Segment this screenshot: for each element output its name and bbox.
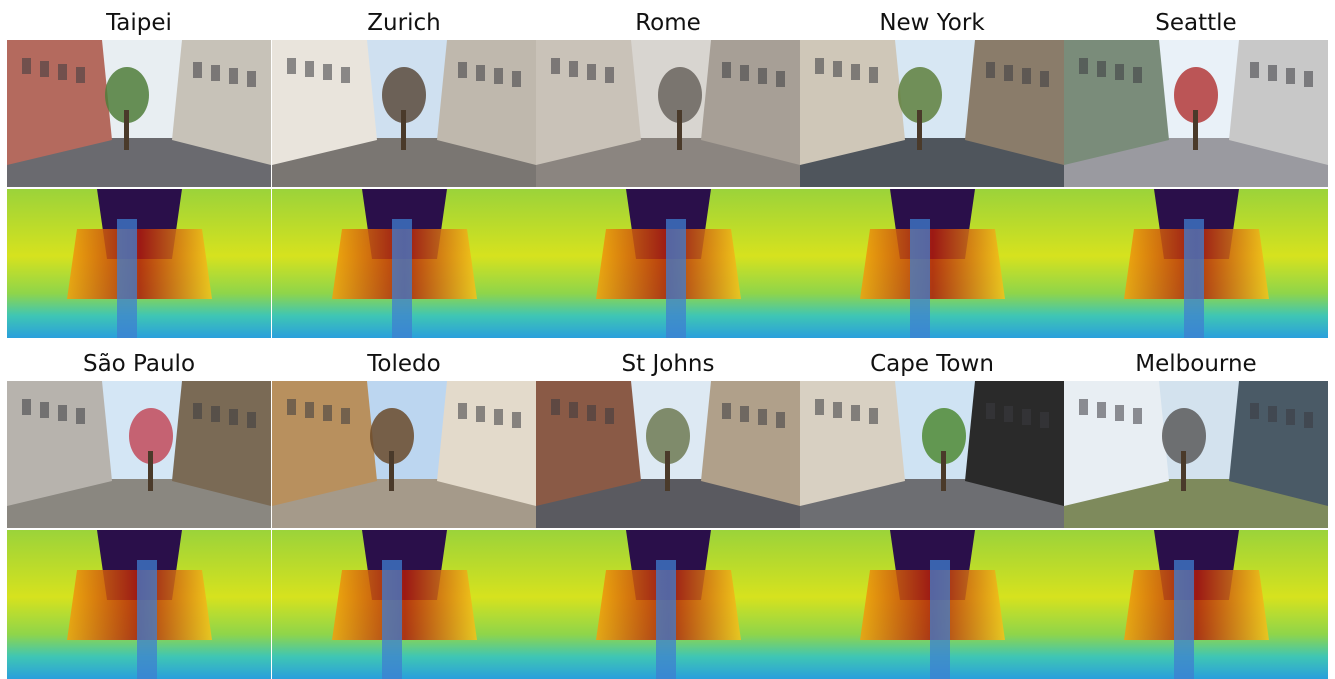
city-label: Zurich (367, 10, 441, 36)
depth-map-image (800, 189, 1064, 338)
city-label: Taipei (106, 10, 172, 36)
city-panel: Toledo (272, 341, 536, 679)
city-panel: New York (800, 0, 1064, 338)
city-label: Cape Town (870, 351, 994, 377)
city-panel: Zurich (272, 0, 536, 338)
city-label: Toledo (367, 351, 441, 377)
city-panel: St Johns (536, 341, 800, 679)
city-panel: Seattle (1064, 0, 1328, 338)
city-panel: Rome (536, 0, 800, 338)
city-label: Seattle (1155, 10, 1237, 36)
street-view-image (272, 381, 536, 528)
depth-map-image (1064, 530, 1328, 679)
depth-map-image (1064, 189, 1328, 338)
street-view-image (800, 40, 1064, 187)
street-view-image (1064, 40, 1328, 187)
city-panel: Taipei (7, 0, 271, 338)
city-label: Rome (635, 10, 701, 36)
city-label: New York (879, 10, 985, 36)
street-view-image (272, 40, 536, 187)
depth-map-image (272, 189, 536, 338)
depth-map-image (536, 530, 800, 679)
street-view-image (1064, 381, 1328, 528)
depth-map-image (7, 530, 271, 679)
city-panel: Cape Town (800, 341, 1064, 679)
city-panel: Melbourne (1064, 341, 1328, 679)
depth-map-image (272, 530, 536, 679)
city-label: São Paulo (82, 351, 196, 377)
street-view-image (536, 40, 800, 187)
street-view-image (7, 381, 271, 528)
depth-map-image (800, 530, 1064, 679)
depth-map-image (536, 189, 800, 338)
street-view-image (7, 40, 271, 187)
street-view-image (800, 381, 1064, 528)
city-label: Melbourne (1135, 351, 1257, 377)
street-view-image (536, 381, 800, 528)
city-panel: São Paulo (7, 341, 271, 679)
city-label: St Johns (621, 351, 715, 377)
depth-map-image (7, 189, 271, 338)
